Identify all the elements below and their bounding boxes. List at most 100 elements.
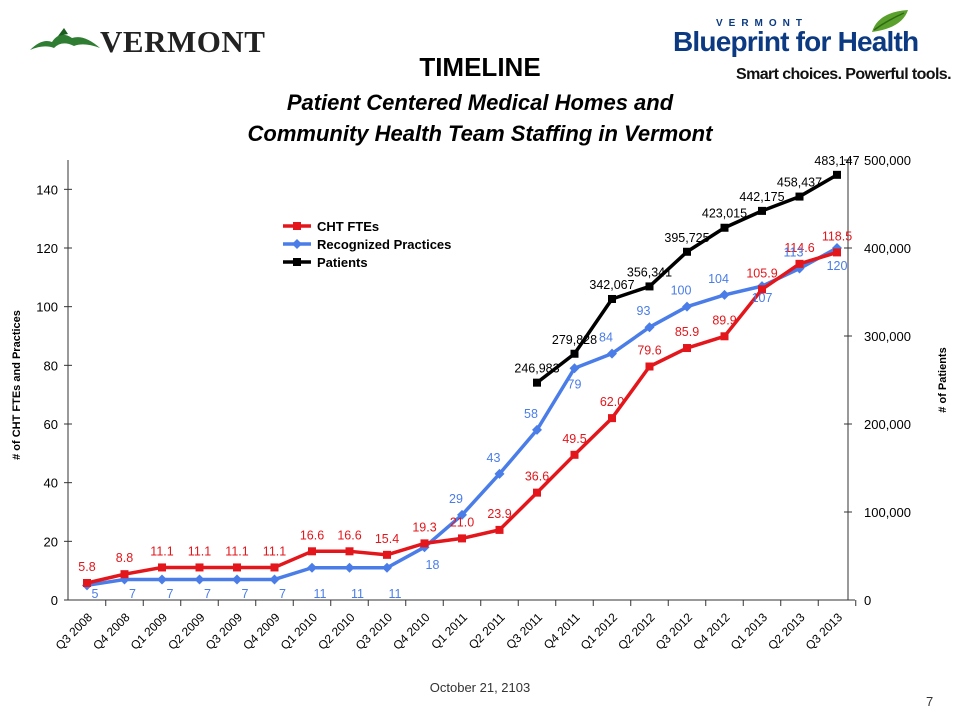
data-point xyxy=(719,289,730,300)
data-label-recognized-practices: 120 xyxy=(827,259,848,273)
x-axis-tick-label: Q2 2013 xyxy=(765,610,808,653)
data-label-cht-ftes: 118.5 xyxy=(822,229,852,243)
data-point xyxy=(608,414,616,423)
data-point xyxy=(795,192,804,201)
data-point xyxy=(420,539,429,548)
left-axis-tick-label: 40 xyxy=(44,476,58,491)
data-point xyxy=(194,574,205,585)
x-axis-tick-label: Q1 2012 xyxy=(578,610,621,653)
data-point xyxy=(532,424,542,435)
chart-data-labels: 5.8 8.8 11.1 11.1 11.1 11.1 16.6 16.6 15.4 19.3 21… xyxy=(78,154,859,601)
right-axis-tick-label: 100,000 xyxy=(864,505,911,520)
data-label-cht-ftes: 36.6 xyxy=(525,470,549,484)
data-label-patients: 342,067 xyxy=(589,278,634,292)
data-point xyxy=(607,348,617,359)
x-axis-tick-label: Q3 2011 xyxy=(503,610,545,652)
data-label-patients: 458,437 xyxy=(777,176,822,190)
data-label-recognized-practices: 11 xyxy=(389,587,402,601)
x-axis-tick-label: Q3 2012 xyxy=(653,610,696,653)
right-axis-tick-label: 400,000 xyxy=(864,241,911,256)
data-label-cht-ftes: 8.8 xyxy=(116,551,133,565)
data-label-recognized-practices: 29 xyxy=(449,492,463,506)
data-point xyxy=(494,468,505,479)
data-label-recognized-practices: 100 xyxy=(671,284,692,298)
data-point xyxy=(308,547,316,556)
x-axis-tick-label: Q3 2013 xyxy=(803,610,846,653)
data-label-recognized-practices: 11 xyxy=(314,587,327,601)
left-axis-tick-label: 120 xyxy=(36,241,58,256)
data-point xyxy=(720,332,729,341)
data-point xyxy=(495,525,504,534)
data-label-cht-ftes: 21.0 xyxy=(450,515,474,529)
x-axis-tick-label: Q2 2009 xyxy=(165,610,208,653)
data-label-recognized-practices: 84 xyxy=(599,331,613,345)
vermont-logo-text: VERMONT xyxy=(100,24,266,59)
data-label-cht-ftes: 15.4 xyxy=(375,532,399,546)
right-axis-tick-label: 0 xyxy=(864,593,871,608)
data-label-cht-ftes: 89.9 xyxy=(712,313,736,327)
data-point xyxy=(269,574,280,585)
leaf-icon xyxy=(872,10,908,32)
data-label-cht-ftes: 23.9 xyxy=(487,507,511,521)
data-label-recognized-practices: 18 xyxy=(426,558,440,572)
legend-marker xyxy=(292,239,302,249)
left-axis-tick-label: 60 xyxy=(44,417,58,432)
data-point xyxy=(307,562,317,573)
data-label-patients: 423,015 xyxy=(702,207,747,221)
data-label-recognized-practices: 7 xyxy=(167,587,174,601)
data-point xyxy=(270,563,279,572)
data-point xyxy=(570,349,579,358)
blueprint-logo-state: VERMONT xyxy=(716,18,808,29)
data-point xyxy=(83,578,91,587)
data-label-recognized-practices: 7 xyxy=(204,587,211,601)
x-axis-tick-label: Q1 2013 xyxy=(728,610,771,653)
x-axis-tick-label: Q2 2010 xyxy=(315,610,358,653)
chart-series xyxy=(82,170,842,591)
x-axis-tick-label: Q3 2008 xyxy=(53,610,96,653)
data-label-patients: 442,175 xyxy=(739,190,784,204)
data-point xyxy=(645,362,654,371)
left-axis-tick-label: 20 xyxy=(44,534,58,549)
data-label-recognized-practices: 5 xyxy=(92,587,99,601)
x-axis-tick-label: Q3 2009 xyxy=(203,610,246,653)
left-axis-tick-label: 140 xyxy=(36,182,58,197)
data-point xyxy=(344,562,355,573)
data-point xyxy=(158,563,166,572)
data-label-recognized-practices: 7 xyxy=(279,587,286,601)
data-point xyxy=(195,563,204,572)
legend-marker xyxy=(293,222,301,230)
left-axis-tick-label: 100 xyxy=(36,300,58,315)
data-label-cht-ftes: 16.6 xyxy=(300,528,324,542)
data-label-cht-ftes: 11.1 xyxy=(225,544,248,558)
data-point xyxy=(345,547,354,556)
legend-label: Recognized Practices xyxy=(317,237,451,252)
data-label-recognized-practices: 58 xyxy=(524,407,538,421)
data-label-cht-ftes: 11.1 xyxy=(188,544,211,558)
blueprint-logo: VERMONT Blueprint for Health Smart choic… xyxy=(668,8,952,90)
data-point xyxy=(383,550,391,559)
x-axis-tick-label: Q4 2010 xyxy=(390,610,433,653)
legend-label: CHT FTEs xyxy=(317,219,379,234)
data-label-cht-ftes: 16.6 xyxy=(337,528,361,542)
left-axis-tick-label: 80 xyxy=(44,358,58,373)
right-axis-tick-label: 300,000 xyxy=(864,329,911,344)
data-label-patients: 246,983 xyxy=(514,362,559,376)
data-point xyxy=(157,574,167,585)
right-axis-title: # of Patients xyxy=(937,347,949,412)
left-axis-title: # of CHT FTEs and Practices xyxy=(11,310,23,460)
data-label-recognized-practices: 79 xyxy=(568,377,582,391)
x-axis-tick-label: Q3 2010 xyxy=(353,610,396,653)
data-point xyxy=(833,170,841,179)
data-point xyxy=(533,488,541,497)
data-label-cht-ftes: 19.3 xyxy=(412,520,436,534)
x-axis-tick-label: Q1 2009 xyxy=(128,610,171,653)
x-axis-tick-label: Q4 2008 xyxy=(90,610,133,653)
legend-marker xyxy=(293,258,301,266)
data-label-patients: 483,147 xyxy=(814,154,859,168)
x-axis-tick-label: Q2 2012 xyxy=(615,610,658,653)
data-label-recognized-practices: 104 xyxy=(708,272,729,286)
data-point xyxy=(833,248,841,257)
blueprint-tagline: Smart choices. Powerful tools. xyxy=(736,66,952,83)
data-point xyxy=(795,259,804,268)
x-axis-tick-label: Q1 2011 xyxy=(428,610,470,652)
